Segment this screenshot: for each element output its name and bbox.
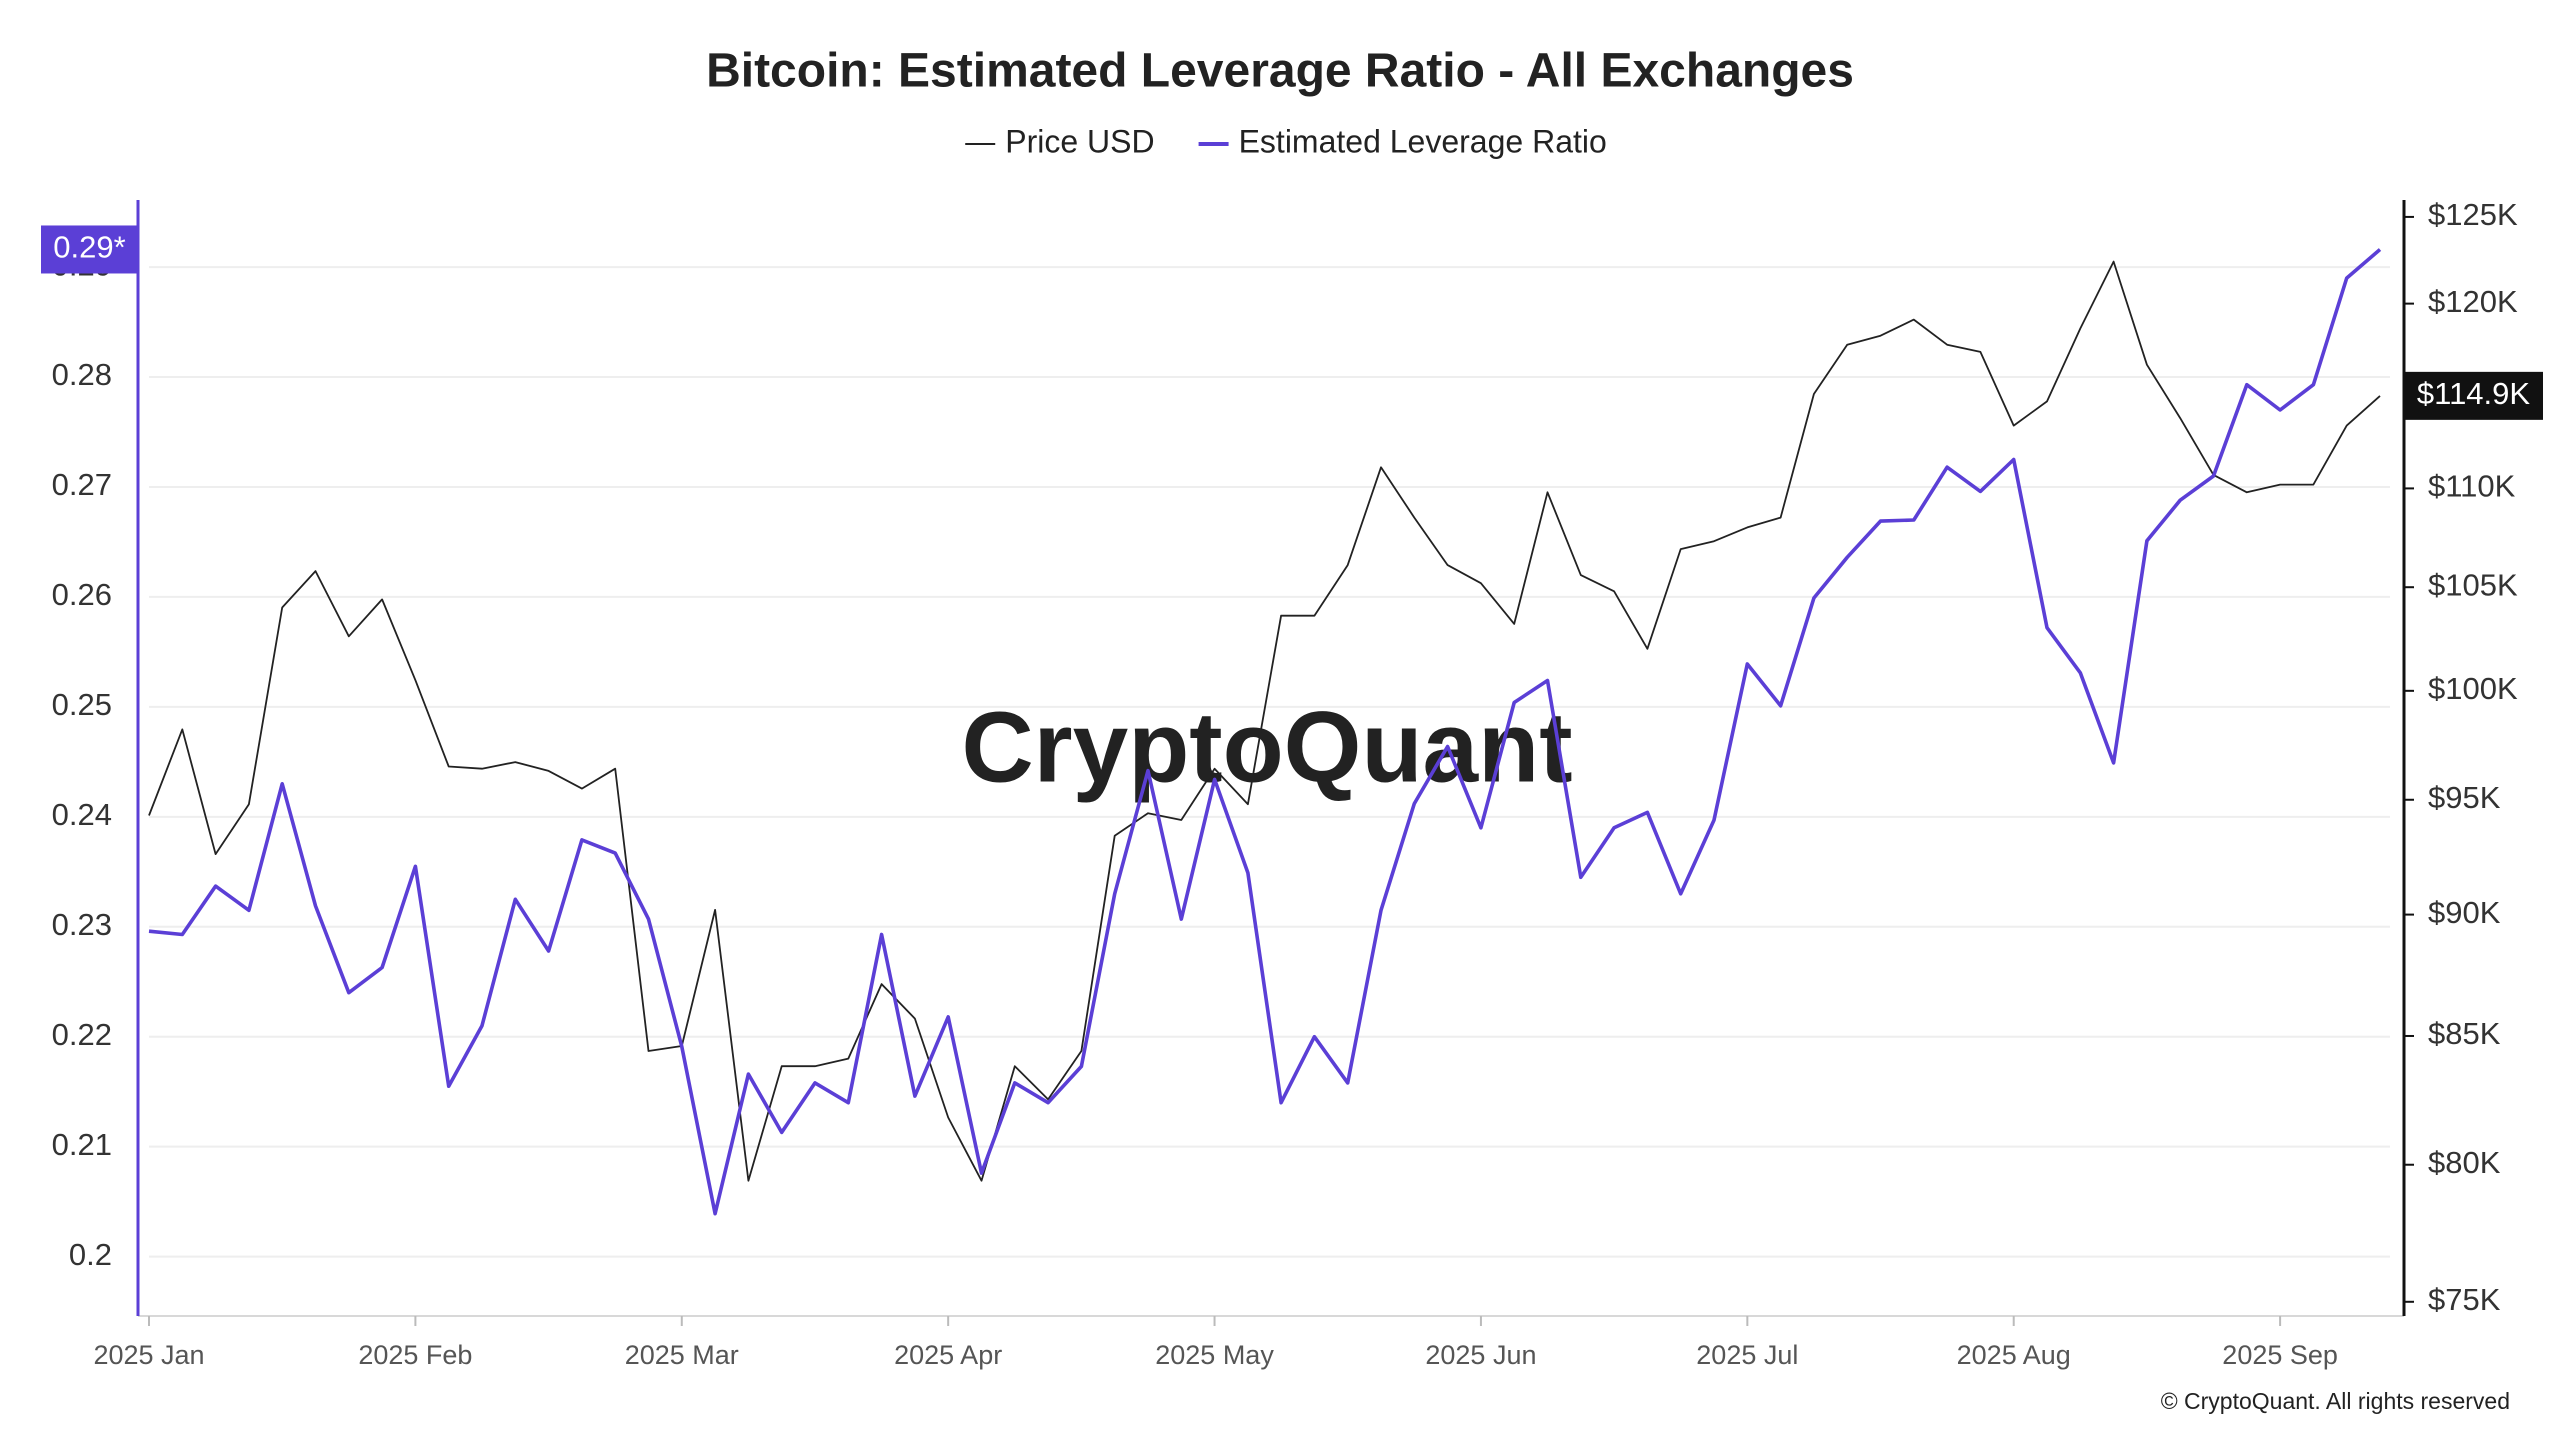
- y2-tick-label: $120K: [2428, 284, 2518, 319]
- legend-label: Price USD: [1005, 123, 1154, 159]
- y-tick-label: 0.22: [52, 1017, 112, 1052]
- y2-tick-label: $90K: [2428, 895, 2501, 930]
- y2-tick-label: $125K: [2428, 197, 2518, 232]
- series-line: [148, 248, 2382, 1216]
- y-tick-label: 0.23: [52, 907, 112, 942]
- y2-tick-label: $95K: [2428, 780, 2501, 815]
- x-tick-label: 2025 May: [1155, 1340, 1274, 1370]
- last-value-badge: [2404, 371, 2543, 420]
- x-tick-label: 2025 Feb: [358, 1340, 472, 1370]
- y-tick-label: 0.28: [52, 357, 112, 392]
- credit: © CryptoQuant. All rights reserved: [2161, 1388, 2510, 1414]
- y-tick-label: 0.25: [52, 687, 112, 722]
- x-tick-label: 2025 Jul: [1696, 1340, 1798, 1370]
- y-tick-label: 0.27: [52, 467, 112, 502]
- y2-tick-label: $110K: [2428, 469, 2516, 504]
- x-tick-label: 2025 Jan: [93, 1340, 204, 1370]
- last-value-label: 0.29*: [53, 230, 125, 265]
- y-tick-label: 0.26: [52, 577, 112, 612]
- x-tick-label: 2025 Apr: [894, 1340, 1002, 1370]
- y2-tick-label: $100K: [2428, 671, 2518, 706]
- watermark: CryptoQuant: [961, 691, 1572, 803]
- x-tick-label: 2025 Aug: [1957, 1340, 2071, 1370]
- x-tick-label: 2025 Jun: [1425, 1340, 1536, 1370]
- legend-label: Estimated Leverage Ratio: [1239, 123, 1607, 159]
- legend: Price USD Estimated Leverage Ratio: [965, 123, 1607, 159]
- last-value-label: $114.9K: [2417, 376, 2531, 411]
- series-line: [148, 260, 2381, 1182]
- y2-tick-label: $80K: [2428, 1145, 2501, 1180]
- y2-tick-label: $85K: [2428, 1016, 2501, 1051]
- x-tick-label: 2025 Sep: [2222, 1340, 2338, 1370]
- y-tick-label: 0.24: [52, 797, 112, 832]
- y-tick-label: 0.2: [69, 1237, 112, 1272]
- last-value-badge: [41, 225, 138, 274]
- chart-title: Bitcoin: Estimated Leverage Ratio - All …: [706, 45, 1854, 98]
- y2-tick-label: $75K: [2428, 1282, 2501, 1317]
- y-tick-label: 0.21: [52, 1127, 112, 1162]
- y2-tick-label: $105K: [2428, 567, 2518, 602]
- x-tick-label: 2025 Mar: [625, 1340, 739, 1370]
